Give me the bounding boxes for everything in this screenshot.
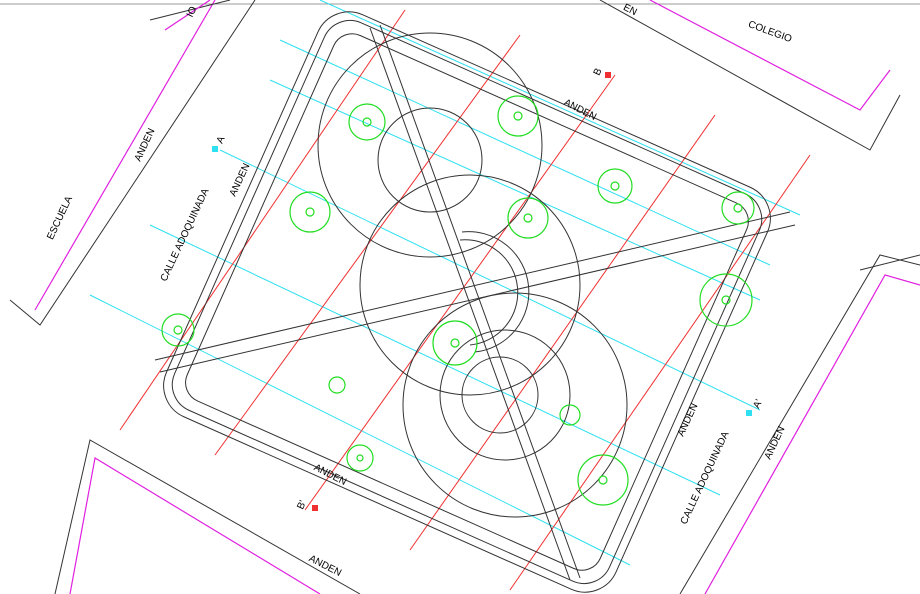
label: B': [295, 499, 309, 512]
axis-lines: [119, 9, 811, 591]
label: IO: [185, 5, 200, 19]
label: ANDEN: [307, 553, 343, 579]
paths: [154, 24, 796, 581]
trees: [161, 95, 755, 506]
label: ANDEN: [312, 462, 348, 488]
label: ESCUELA: [45, 194, 75, 241]
park: [163, 11, 771, 593]
label: CALLE ADOQUINADA: [679, 430, 732, 527]
label: ANDEN: [562, 97, 598, 123]
markers: [212, 72, 752, 511]
blocks: [9, 0, 920, 594]
label: COLEGIO: [747, 19, 794, 45]
label: ANDEN: [133, 127, 158, 163]
label: ANDEN: [763, 425, 788, 461]
section-lines: [89, 0, 801, 566]
label: CALLE ADOQUINADA: [159, 187, 212, 284]
circles: [317, 32, 628, 518]
label: ANDEN: [228, 162, 253, 198]
label: B: [592, 66, 605, 77]
label: A: [215, 134, 228, 145]
label: ANDEN: [676, 402, 701, 438]
label: A': [751, 398, 765, 411]
